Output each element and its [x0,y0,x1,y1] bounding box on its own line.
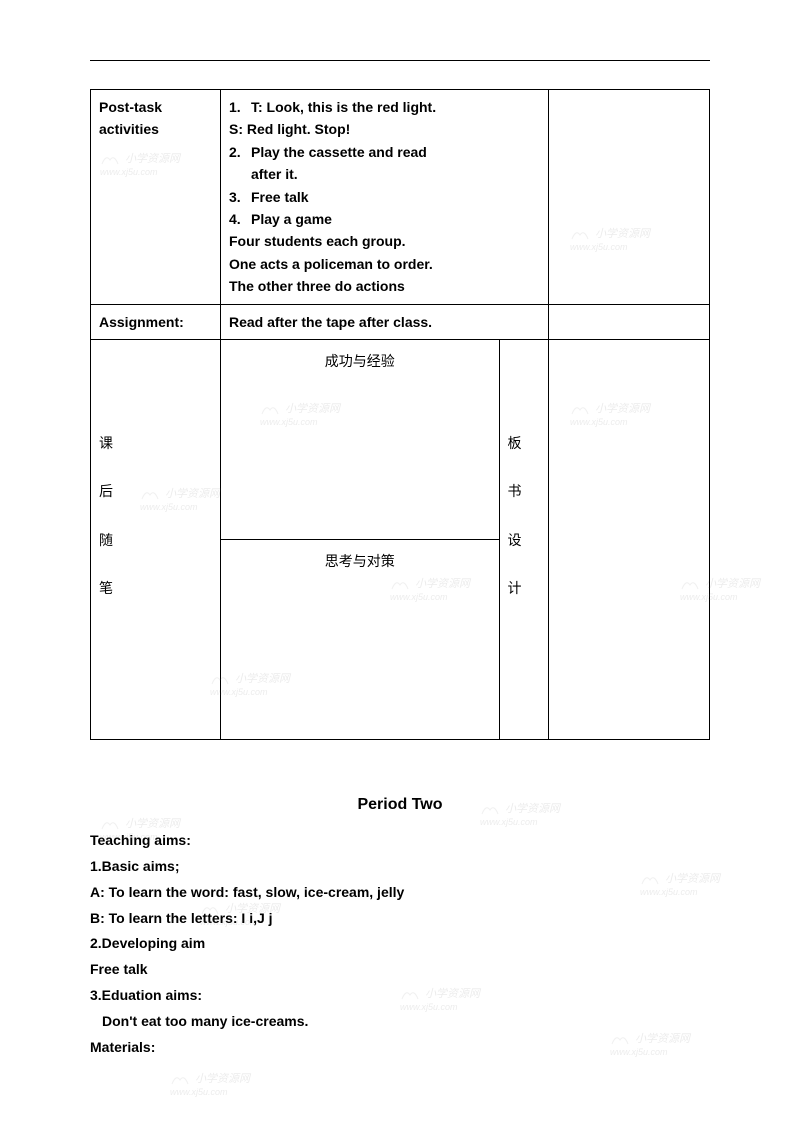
lesson-line: 1.Basic aims; [90,854,710,880]
assignment-content-cell: Read after the tape after class. [220,304,548,339]
pt-line: The other three do actions [229,275,540,297]
vlabel-char: 计 [508,577,541,599]
period-title: Period Two [90,796,710,814]
vlabel-char: 板 [508,432,541,454]
pt-line: S: Red light. Stop! [229,118,540,140]
pt-line: Play a game [251,211,332,227]
post-task-right-cell [549,90,710,305]
lesson-plan-table: Post-task activities 1.T: Look, this is … [90,89,710,740]
vlabel-char: 后 [99,480,212,502]
period-two-section: Period Two Teaching aims: 1.Basic aims; … [90,796,710,1061]
lesson-line: 2.Developing aim [90,931,710,957]
table-row: Assignment: Read after the tape after cl… [91,304,710,339]
lesson-line: Materials: [90,1035,710,1061]
lesson-line: Free talk [90,957,710,983]
lesson-line: B: To learn the letters: I i,J j [90,906,710,932]
success-experience-cell: 成功与经验 [220,339,499,539]
table-row: 课 后 随 笔 成功与经验 板 书 设 计 [91,339,710,539]
pt-line: Four students each group. [229,230,540,252]
pt-line: T: Look, this is the red light. [251,99,436,115]
watermark: 小学资源网www.xj5u.com [170,1070,250,1098]
board-design-vertical-label: 板 书 设 计 [499,339,549,739]
assignment-label-cell: Assignment: [91,304,221,339]
vlabel-char: 书 [508,480,541,502]
lesson-line: Don't eat too many ice-creams. [90,1009,710,1035]
vlabel-char: 笔 [99,577,212,599]
reflection-left-vertical-label: 课 后 随 笔 [91,339,221,739]
table-row: Post-task activities 1.T: Look, this is … [91,90,710,305]
thinking-strategy-cell: 思考与对策 [220,539,499,739]
lesson-line: 3.Eduation aims: [90,983,710,1009]
vlabel-char: 随 [99,529,212,551]
pt-line: after it. [229,163,540,185]
board-design-content-cell [549,339,710,739]
lesson-line: A: To learn the word: fast, slow, ice-cr… [90,880,710,906]
lesson-body: Teaching aims: 1.Basic aims; A: To learn… [90,828,710,1061]
vlabel-char: 课 [99,432,212,454]
pt-line: One acts a policeman to order. [229,253,540,275]
thinking-strategy-header: 思考与对策 [229,546,491,572]
lesson-line: Teaching aims: [90,828,710,854]
post-task-content-cell: 1.T: Look, this is the red light. S: Red… [220,90,548,305]
top-horizontal-rule [90,60,710,61]
post-task-label-cell: Post-task activities [91,90,221,305]
pt-line: Play the cassette and read [251,144,427,160]
pt-line: Free talk [251,189,309,205]
vlabel-char: 设 [508,529,541,551]
assignment-right-cell [549,304,710,339]
success-experience-header: 成功与经验 [229,346,491,372]
